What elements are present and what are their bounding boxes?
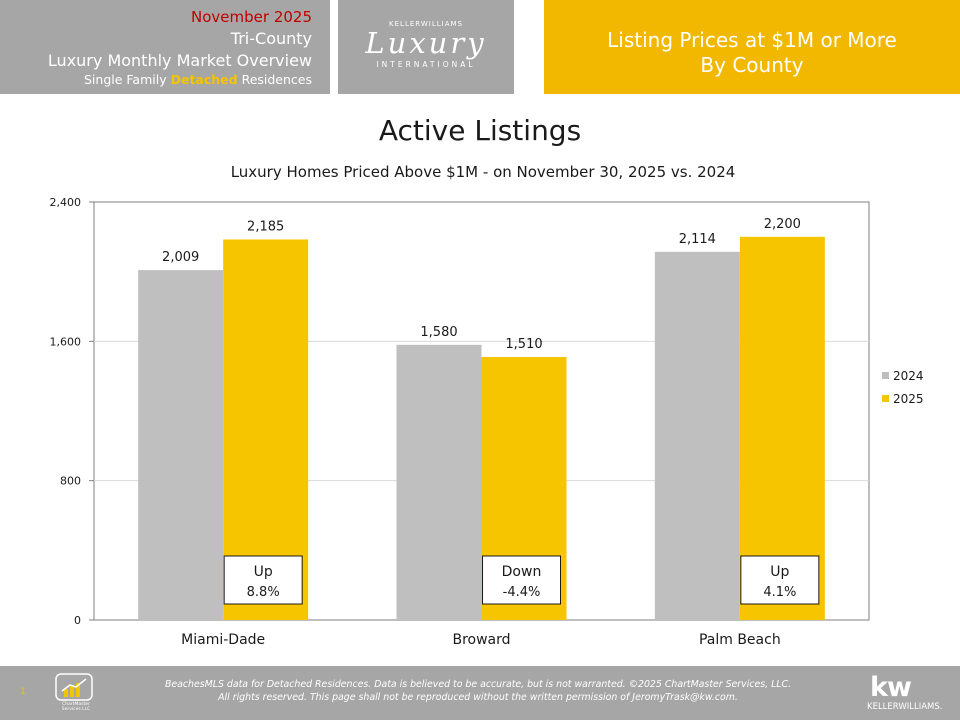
subtitle-after: Residences — [237, 72, 312, 87]
legend-label: 2024 — [893, 369, 924, 383]
legend-swatch-2025 — [882, 395, 889, 402]
report-overview: Luxury Monthly Market Overview — [47, 51, 312, 70]
footer-disclaimer: BeachesMLS data for Detached Residences.… — [118, 678, 838, 704]
header-topic-panel: Listing Prices at $1M or More By County — [544, 0, 960, 94]
report-subtitle: Single Family Detached Residences — [84, 72, 312, 87]
chartmaster-logo: ChartMaster Services LLC — [54, 672, 96, 714]
active-listings-chart: 0 800 1,600 2,400 2,009 2,185 Miami-Dade Up 8.8%… — [50, 196, 924, 648]
logo-script-text: Luxury — [365, 26, 487, 60]
data-label: 2,009 — [162, 250, 199, 265]
data-label: 2,185 — [247, 219, 284, 234]
change-annotation-box — [740, 555, 820, 605]
legend-label: 2025 — [893, 392, 924, 406]
data-label: 2,114 — [679, 232, 716, 247]
change-direction: Down — [502, 564, 542, 580]
change-annotation-box — [223, 555, 303, 605]
keller-williams-logo: kw KELLERWILLIAMS. — [864, 670, 960, 720]
bar-2024 — [396, 344, 482, 620]
y-tick-label: 0 — [74, 614, 81, 627]
report-region: Tri-County — [230, 29, 312, 48]
data-label: 1,510 — [505, 337, 542, 352]
bar-2024 — [654, 251, 740, 621]
x-tick-label: Miami-Dade — [181, 632, 265, 648]
logo-brand-text: KELLERWILLIAMS — [389, 20, 463, 28]
logo-international-text: INTERNATIONAL — [376, 60, 476, 69]
x-tick-label: Palm Beach — [699, 632, 781, 648]
topic-line-1: Listing Prices at $1M or More — [607, 28, 897, 52]
legend-swatch-2024 — [882, 372, 889, 379]
change-percent: -4.4% — [503, 585, 541, 600]
x-tick-label: Broward — [452, 632, 510, 648]
subtitle-highlight: Detached — [170, 72, 238, 87]
chart-subtitle: Luxury Homes Priced Above $1M - on Novem… — [230, 163, 736, 181]
topic-line-2: By County — [700, 53, 804, 77]
kw-mark: kw — [870, 672, 912, 703]
footer-line-1: BeachesMLS data for Detached Residences.… — [164, 679, 792, 690]
footer-line-2: All rights reserved. This page shall not… — [218, 692, 738, 703]
chartmaster-logo-text: ChartMaster Services LLC — [61, 702, 91, 712]
y-tick-label: 800 — [60, 475, 81, 488]
subtitle-before: Single Family — [83, 72, 171, 87]
chart-title: Active Listings — [378, 114, 582, 147]
change-annotation-box — [482, 555, 561, 605]
data-label: 2,200 — [764, 217, 801, 232]
bar-2024 — [138, 270, 224, 620]
kw-name: KELLERWILLIAMS. — [867, 702, 943, 712]
change-direction: Up — [770, 564, 789, 580]
header-info-panel: November 2025 Tri-County Luxury Monthly … — [0, 0, 330, 94]
luxury-international-logo: KELLERWILLIAMS Luxury INTERNATIONAL — [338, 0, 514, 94]
change-percent: 8.8% — [247, 585, 280, 600]
data-label: 1,580 — [420, 325, 457, 340]
change-percent: 4.1% — [763, 585, 796, 600]
page-number: 1 — [20, 687, 26, 697]
report-date: November 2025 — [191, 8, 312, 26]
chartmaster-chart-icon — [55, 673, 93, 701]
y-tick-label: 2,400 — [50, 196, 82, 209]
y-tick-label: 1,600 — [50, 335, 82, 348]
footer: 1 ChartMaster Services LLC BeachesMLS da… — [0, 666, 960, 720]
change-direction: Up — [254, 564, 273, 580]
